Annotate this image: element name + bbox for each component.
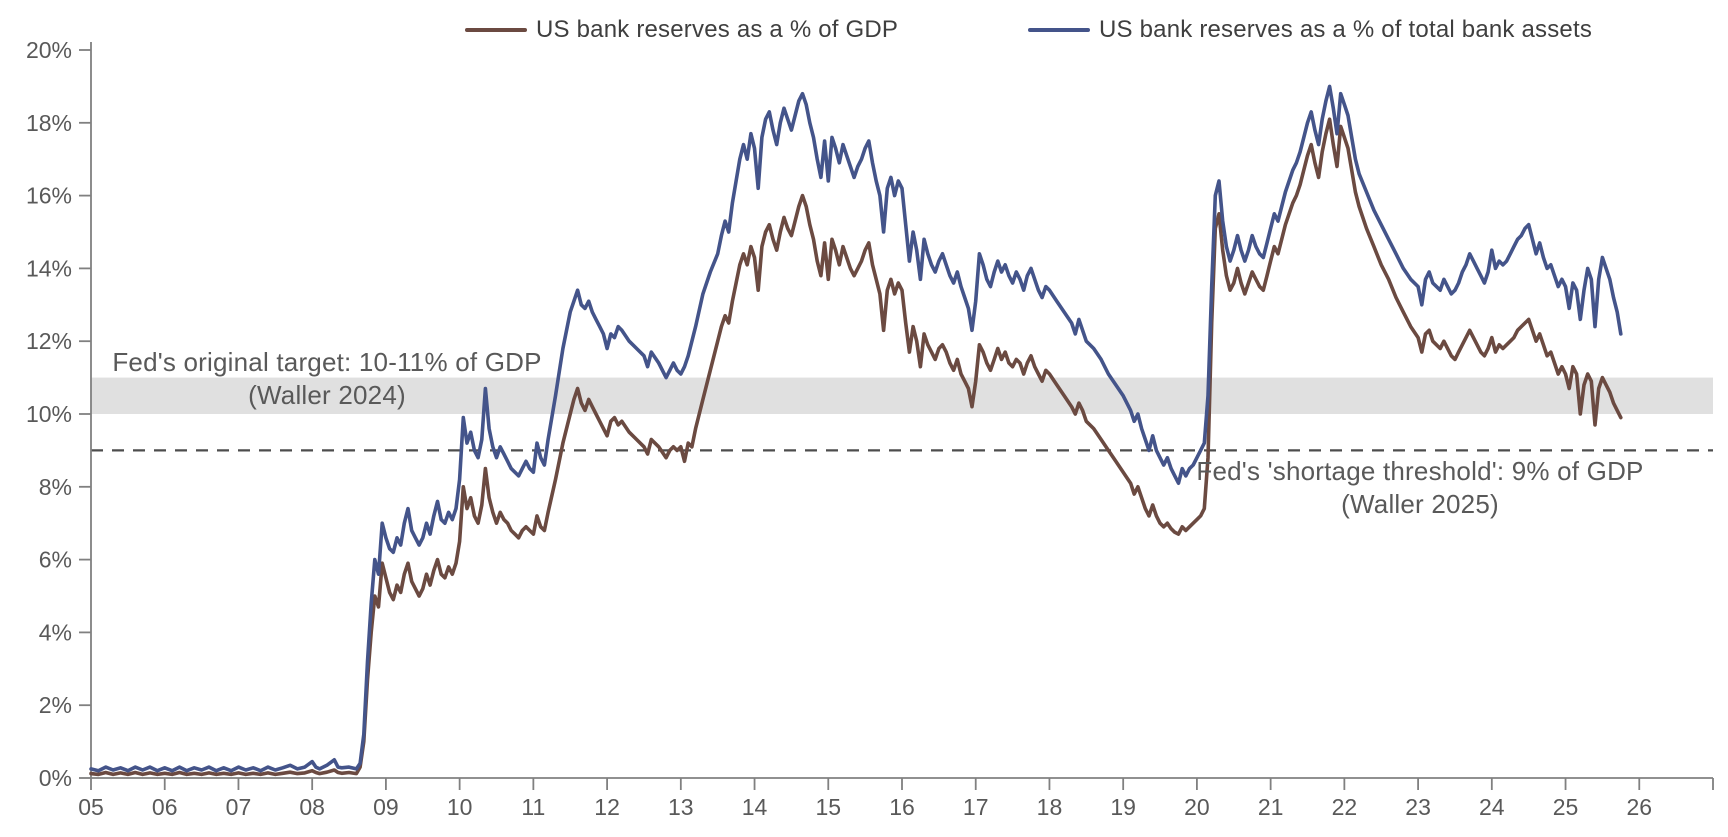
x-tick-label: 19 [1110,794,1136,820]
y-tick-label: 0% [39,765,72,791]
x-tick-label: 21 [1258,794,1284,820]
series-line-gdp [89,117,1623,777]
shortage-threshold-annotation-line1: Fed's 'shortage threshold': 9% of GDP [1196,456,1644,486]
y-tick-label: 12% [26,328,72,354]
x-tick-label: 15 [815,794,841,820]
y-tick-label: 6% [39,547,72,573]
x-tick-label: 24 [1479,794,1505,820]
series-line-assets [89,84,1623,773]
x-tick-label: 26 [1626,794,1652,820]
y-tick-label: 20% [26,37,72,63]
assets-line-swatch [1028,28,1090,32]
x-tick-label: 18 [1037,794,1063,820]
legend-label-assets: US bank reserves as a % of total bank as… [1099,16,1593,43]
x-tick-label: 10 [447,794,473,820]
y-tick-label: 2% [39,692,72,718]
x-tick-label: 09 [373,794,399,820]
y-tick-label: 8% [39,474,72,500]
x-tick-label: 13 [668,794,694,820]
target-band-annotation: Fed's original target: 10-11% of GDP (Wa… [97,346,557,412]
y-tick-label: 14% [26,255,72,281]
x-tick-label: 22 [1332,794,1358,820]
target-band [91,377,1713,414]
y-tick-label: 16% [26,183,72,209]
x-tick-label: 25 [1553,794,1579,820]
x-tick-label: 14 [742,794,768,820]
legend-label-gdp: US bank reserves as a % of GDP [536,16,899,43]
x-tick-label: 17 [963,794,989,820]
x-tick-label: 06 [152,794,178,820]
x-tick-label: 11 [521,794,545,820]
target-band-annotation-line1: Fed's original target: 10-11% of GDP [112,347,542,377]
y-tick-label: 10% [26,401,72,427]
target-band-annotation-line2: (Waller 2024) [248,380,406,410]
legend-item-assets: US bank reserves as a % of total bank as… [1028,16,1592,44]
x-tick-label: 23 [1405,794,1431,820]
x-tick-label: 05 [78,794,104,820]
x-tick-label: 20 [1184,794,1210,820]
y-tick-label: 18% [26,110,72,136]
y-tick-label: 4% [39,619,72,645]
legend-item-gdp: US bank reserves as a % of GDP [465,16,898,44]
x-tick-label: 08 [299,794,325,820]
shortage-threshold-annotation: Fed's 'shortage threshold': 9% of GDP (W… [1160,455,1680,521]
x-tick-label: 12 [594,794,620,820]
gdp-line-swatch [465,28,527,32]
shortage-threshold-annotation-line2: (Waller 2025) [1341,489,1499,519]
x-tick-label: 07 [226,794,252,820]
x-tick-label: 16 [889,794,915,820]
